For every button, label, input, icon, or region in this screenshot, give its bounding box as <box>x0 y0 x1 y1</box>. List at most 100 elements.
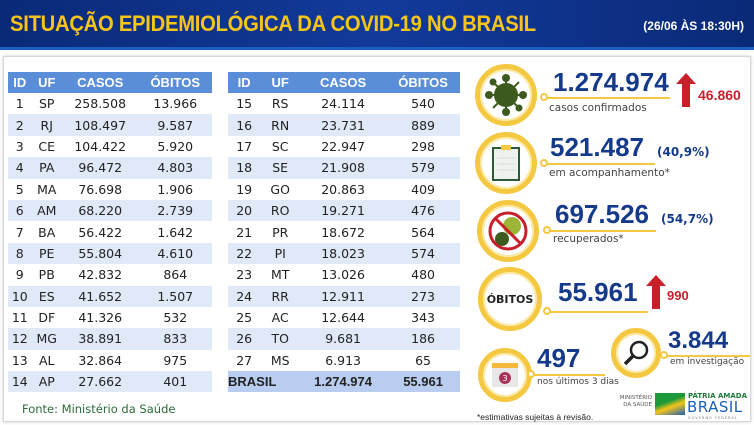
monitoring-percent: (40,9%) <box>657 145 710 159</box>
table-header-row: ID UF CASOS ÓBITOS <box>228 72 460 93</box>
table-row: 14 AP 27.662 401 <box>8 371 212 393</box>
monitoring-value: 521.487 <box>550 132 644 162</box>
calendar-number: 3 <box>502 374 507 383</box>
calendar-icon: 3 <box>478 348 532 402</box>
table-cell: 833 <box>138 328 212 350</box>
table-cell: 56.422 <box>78 224 123 240</box>
ministry-logo: MINISTÉRIO DA SAÚDE <box>619 395 652 408</box>
table-cell: SE <box>260 157 301 179</box>
table-cell: 68.220 <box>61 199 139 222</box>
investigation-label: em investigação <box>670 357 745 367</box>
table-cell: 41.326 <box>78 310 123 326</box>
table-cell: 7 <box>15 224 24 240</box>
table-cell: RS <box>271 96 289 112</box>
recent-deaths-label: nos últimos 3 dias <box>537 377 619 387</box>
table-cell: 108.497 <box>61 114 139 136</box>
table-row: 20 RO 19.271 476 <box>228 199 460 222</box>
table-cell: PE <box>31 242 62 265</box>
table-cell: RO <box>260 199 301 222</box>
brazil-flag-logo <box>655 393 685 415</box>
table-cell: 26 <box>228 328 261 350</box>
column-header: ÓBITOS <box>386 72 460 93</box>
table-cell: 5 <box>15 181 24 197</box>
table-cell: BA <box>38 224 56 240</box>
recovered-value: 697.526 <box>555 199 649 229</box>
table-cell: CE <box>38 138 56 154</box>
table-cell: 186 <box>386 328 460 350</box>
magnifier-icon <box>611 328 661 378</box>
table-cell: GO <box>270 181 290 197</box>
table-row: 25 AC 12.644 343 <box>228 307 460 328</box>
total-deaths: 55.961 <box>386 371 460 393</box>
table-cell: MS <box>270 352 290 368</box>
table-row: 9 PB 42.832 864 <box>8 264 212 285</box>
recent-deaths-value: 497 <box>537 343 581 373</box>
table-cell: ES <box>31 285 62 307</box>
table-row: 15 RS 24.114 540 <box>228 93 460 114</box>
table-row: 12 MG 38.891 833 <box>8 328 212 350</box>
table-cell: 298 <box>411 138 435 154</box>
table-cell: 96.472 <box>61 157 139 179</box>
table-cell: AP <box>31 371 62 393</box>
deaths-badge: ÓBITOS <box>478 267 542 331</box>
total-label: BRASIL <box>228 371 301 393</box>
table-cell: 20 <box>228 199 261 222</box>
table-cell: RR <box>260 285 301 307</box>
column-header: CASOS <box>61 72 139 93</box>
table-cell: 32.864 <box>78 352 123 368</box>
table-cell: 4 <box>8 157 32 179</box>
table-cell: RJ <box>31 114 62 136</box>
table-row: 8 PE 55.804 4.610 <box>8 242 212 265</box>
table-cell: PA <box>31 157 62 179</box>
table-cell: 6 <box>8 199 32 222</box>
table-cell: 409 <box>411 181 435 197</box>
table-cell: 14 <box>8 371 32 393</box>
table-cell: PR <box>272 224 289 240</box>
table-cell: 889 <box>386 114 460 136</box>
table-cell: 4.803 <box>138 157 212 179</box>
total-row: BRASIL 1.274.974 55.961 <box>228 371 460 393</box>
table-cell: 3 <box>15 138 24 154</box>
table-cell: 5.920 <box>157 138 194 154</box>
table-row: 6 AM 68.220 2.739 <box>8 199 212 222</box>
deaths-increase-arrow-icon <box>646 275 666 309</box>
table-cell: 540 <box>411 96 435 112</box>
recovered-percent: (54,7%) <box>661 212 714 226</box>
recovered-label: recuperados* <box>553 233 624 245</box>
recovered-virus-icon <box>477 200 539 262</box>
deaths-icon-label: ÓBITOS <box>486 292 534 306</box>
table-cell: 19 <box>236 181 253 197</box>
table-cell: SP <box>38 96 55 112</box>
table-cell: DF <box>38 310 56 326</box>
table-cell: 12 <box>8 328 32 350</box>
table-cell: 19.271 <box>300 199 387 222</box>
deaths-value: 55.961 <box>558 277 638 307</box>
table-cell: 15 <box>236 96 253 112</box>
table-cell: 104.422 <box>74 138 127 154</box>
table-cell: 258.508 <box>74 96 127 112</box>
table-row: 27 MS 6.913 65 <box>228 350 460 371</box>
brand-sub: GOVERNO FEDERAL <box>688 416 738 420</box>
table-cell: 21 <box>236 224 253 240</box>
table-cell: 480 <box>411 267 435 283</box>
column-header: CASOS <box>300 72 387 93</box>
clipboard-icon <box>475 132 537 194</box>
table-cell: AM <box>31 199 62 222</box>
table-row: 5 MA 76.698 1.906 <box>8 179 212 200</box>
table-cell: 273 <box>386 285 460 307</box>
table-cell: MG <box>31 328 62 350</box>
table-cell: 65 <box>415 352 432 368</box>
table-cell: 23.731 <box>300 114 387 136</box>
table-cell: 8 <box>8 242 32 265</box>
table-cell: 16 <box>228 114 261 136</box>
table-header-row: ID UF CASOS ÓBITOS <box>8 72 212 93</box>
table-cell: 864 <box>163 267 188 283</box>
table-row: 1 SP 258.508 13.966 <box>8 93 212 114</box>
table-cell: 564 <box>411 224 435 240</box>
confirmed-cases-value: 1.274.974 <box>553 67 669 97</box>
table-cell: 4.610 <box>138 242 212 265</box>
states-table-1: ID UF CASOS ÓBITOS 1 SP 258.508 13.966 2 RJ 108.49… <box>8 72 212 393</box>
table-cell: MA <box>37 181 57 197</box>
investigation-value: 3.844 <box>668 327 729 354</box>
table-cell: MT <box>270 267 290 283</box>
